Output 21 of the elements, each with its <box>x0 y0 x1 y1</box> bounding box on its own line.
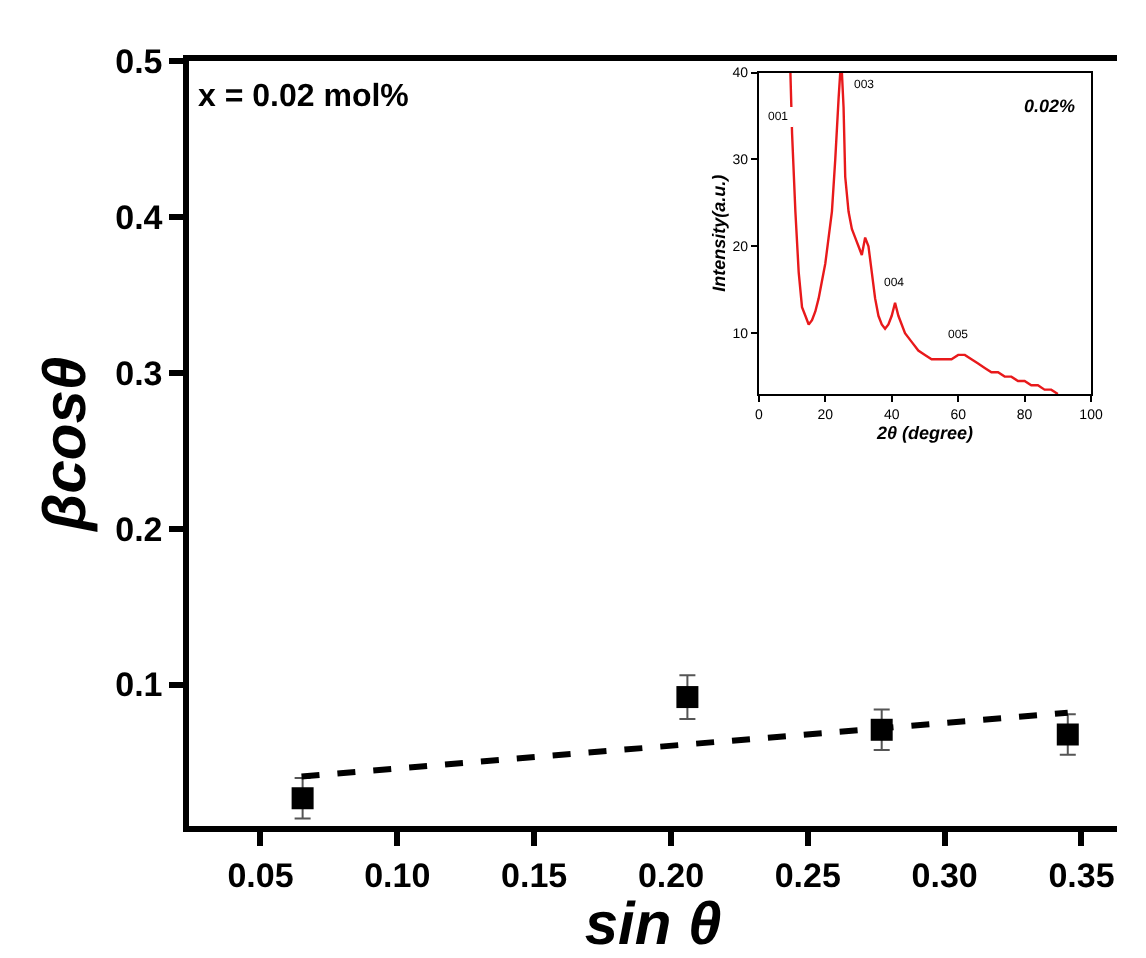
y-tick-label: 0.3 <box>115 354 163 393</box>
y-tick-label: 0.4 <box>115 198 164 237</box>
x-tick-label: 0.05 <box>227 857 294 896</box>
annotation: x = 0.02 mol% <box>198 80 409 114</box>
y-axis-title: βcosθ <box>33 356 100 533</box>
x-tick-label: 0.30 <box>911 857 978 896</box>
x-tick-label: 0.10 <box>364 857 431 896</box>
x-tick-label: 0.15 <box>501 857 568 896</box>
x-tick-label: 0.25 <box>774 857 841 896</box>
point <box>1056 723 1079 746</box>
x-axis-title: 2θ (degree) <box>874 422 973 443</box>
point <box>291 787 314 810</box>
point <box>676 686 699 709</box>
x-axis-title: sin θ <box>584 892 723 958</box>
y-axis-title: Intensity(a.u.) <box>709 174 730 292</box>
x-tick-label: 0.35 <box>1048 857 1115 896</box>
y-tick-label: 0.1 <box>115 666 163 705</box>
y-tick-label: 0.2 <box>115 510 163 549</box>
annotation: 0.02% <box>1024 96 1076 116</box>
y-tick-label: 0.5 <box>115 43 163 82</box>
x-tick-label: 0.20 <box>637 857 705 896</box>
